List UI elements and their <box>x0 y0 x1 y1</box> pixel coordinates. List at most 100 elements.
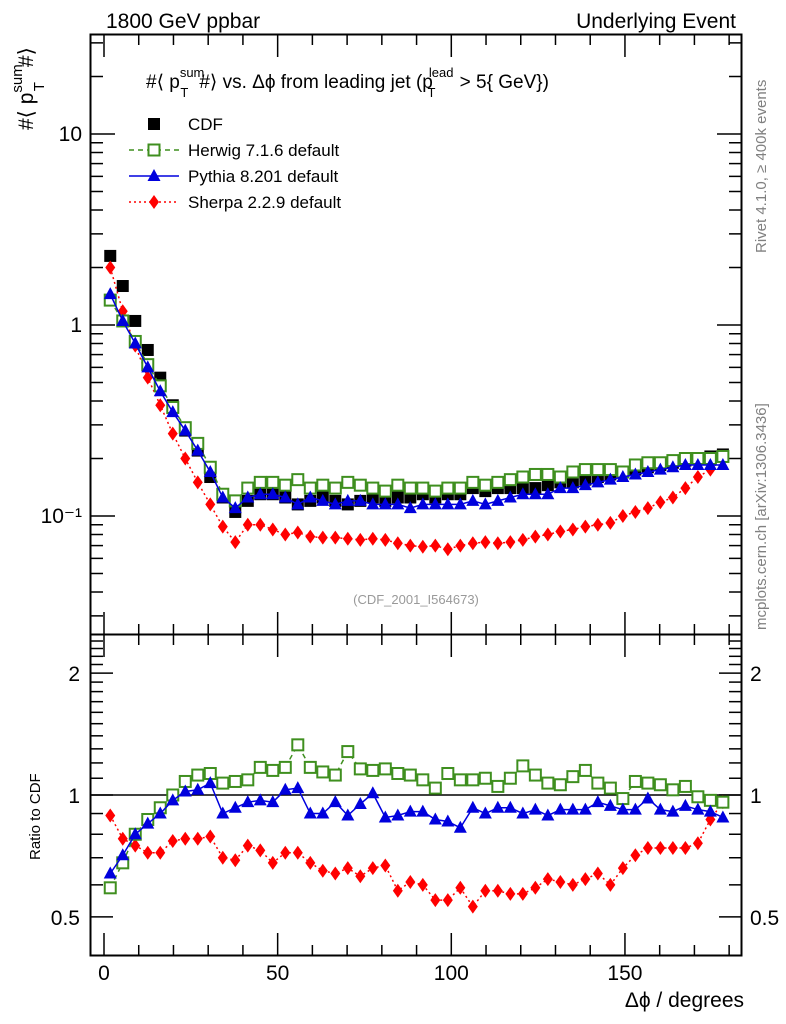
data-point-sherpa-2-2-9-default <box>142 370 153 385</box>
data-point-sherpa-2-2-9-default <box>580 519 591 534</box>
data-point-herwig-7-1-6-default <box>278 760 292 774</box>
data-point-herwig-7-1-6-default <box>453 481 467 495</box>
title-post: > 5{ GeV}) <box>454 72 549 93</box>
data-point-sherpa-2-2-9-default <box>642 501 653 516</box>
data-point-herwig-7-1-6-default <box>228 774 242 788</box>
data-point-pythia-8-201-default <box>278 782 292 795</box>
data-point-pythia-8-201-default <box>353 797 367 810</box>
data-point-pythia-8-201-default <box>528 802 542 815</box>
data-point-sherpa-2-2-9-default <box>517 532 528 547</box>
data-point-pythia-8-201-default <box>128 827 142 840</box>
data-point-sherpa-2-2-9-default <box>655 840 666 855</box>
data-point-pythia-8-201-default <box>666 460 680 473</box>
data-point-herwig-7-1-6-default <box>566 465 580 479</box>
data-point-pythia-8-201-default <box>316 493 330 506</box>
data-point-pythia-8-201-default <box>578 802 592 815</box>
data-point-herwig-7-1-6-default <box>216 776 230 790</box>
data-point-pythia-8-201-default <box>591 795 605 808</box>
data-point-cdf <box>116 280 129 293</box>
x-tick-label: 50 <box>266 962 289 985</box>
data-point-herwig-7-1-6-default <box>366 763 380 777</box>
legend-marker-herwig-7-1-6-default <box>147 143 161 157</box>
data-point-herwig-7-1-6-default <box>191 768 205 782</box>
data-point-pythia-8-201-default <box>316 806 330 819</box>
data-point-sherpa-2-2-9-default <box>330 530 341 545</box>
data-point-sherpa-2-2-9-default <box>617 509 628 523</box>
data-point-pythia-8-201-default <box>366 786 380 799</box>
data-point-pythia-8-201-default <box>553 802 567 815</box>
ylabel-sup: sum <box>9 64 26 92</box>
data-point-herwig-7-1-6-default <box>278 478 292 492</box>
main-series <box>103 249 730 557</box>
data-point-herwig-7-1-6-default <box>303 760 317 774</box>
data-point-pythia-8-201-default <box>191 443 205 456</box>
data-point-pythia-8-201-default <box>503 800 517 813</box>
data-point-sherpa-2-2-9-default <box>417 877 428 892</box>
main-y-tick-label: 10⁻¹ <box>41 505 82 528</box>
data-point-sherpa-2-2-9-default <box>280 845 291 860</box>
data-point-pythia-8-201-default <box>291 497 305 510</box>
data-point-pythia-8-201-default <box>153 806 167 819</box>
data-point-sherpa-2-2-9-default <box>192 831 203 846</box>
data-point-herwig-7-1-6-default <box>466 773 480 787</box>
data-point-pythia-8-201-default <box>516 806 530 819</box>
data-point-sherpa-2-2-9-default <box>567 522 578 537</box>
data-point-herwig-7-1-6-default <box>541 467 555 481</box>
data-point-sherpa-2-2-9-default <box>267 522 278 537</box>
data-point-pythia-8-201-default <box>516 487 530 500</box>
ratio-y-tick-label-right: 0.5 <box>750 907 779 930</box>
main-axis-ticks: 10 1 10⁻¹ <box>41 35 741 634</box>
data-point-pythia-8-201-default <box>566 802 580 815</box>
data-point-herwig-7-1-6-default <box>491 779 505 793</box>
data-point-pythia-8-201-default <box>203 776 217 789</box>
data-point-pythia-8-201-default <box>378 497 392 510</box>
data-point-pythia-8-201-default <box>641 791 655 804</box>
data-point-pythia-8-201-default <box>303 806 317 819</box>
data-point-sherpa-2-2-9-default <box>442 542 453 557</box>
data-point-sherpa-2-2-9-default <box>167 833 178 848</box>
data-point-pythia-8-201-default <box>491 800 505 813</box>
data-point-pythia-8-201-default <box>241 795 255 808</box>
data-point-herwig-7-1-6-default <box>316 478 330 492</box>
data-point-sherpa-2-2-9-default <box>517 886 528 901</box>
plot-title: #⟨ psum T #⟩ vs. Δϕ from leading jet (plea… <box>146 65 549 100</box>
data-point-sherpa-2-2-9-default <box>467 899 478 914</box>
data-point-sherpa-2-2-9-default <box>392 883 403 898</box>
data-point-pythia-8-201-default <box>566 481 580 494</box>
data-point-pythia-8-201-default <box>553 481 567 494</box>
data-point-herwig-7-1-6-default <box>641 776 655 790</box>
data-point-sherpa-2-2-9-default <box>492 883 503 898</box>
data-point-herwig-7-1-6-default <box>253 760 267 774</box>
data-point-sherpa-2-2-9-default <box>592 517 603 532</box>
data-point-herwig-7-1-6-default <box>391 767 405 781</box>
data-point-sherpa-2-2-9-default <box>292 845 303 860</box>
data-point-pythia-8-201-default <box>703 457 717 470</box>
data-point-pythia-8-201-default <box>466 493 480 506</box>
data-point-pythia-8-201-default <box>716 457 730 470</box>
legend-marker-sherpa-2-2-9-default <box>149 195 159 209</box>
data-point-pythia-8-201-default <box>266 487 280 500</box>
main-y-tick-label: 10 <box>59 123 82 146</box>
ylabel-post: #⟩ <box>15 47 38 67</box>
data-point-herwig-7-1-6-default <box>528 768 542 782</box>
x-tick-label: 100 <box>434 962 469 985</box>
data-point-sherpa-2-2-9-default <box>205 497 216 512</box>
data-point-sherpa-2-2-9-default <box>692 836 703 851</box>
data-point-sherpa-2-2-9-default <box>367 531 378 546</box>
data-point-herwig-7-1-6-default <box>578 463 592 477</box>
data-point-pythia-8-201-default <box>716 810 730 823</box>
data-point-sherpa-2-2-9-default <box>305 855 316 870</box>
data-point-pythia-8-201-default <box>216 806 230 819</box>
data-point-sherpa-2-2-9-default <box>392 536 403 551</box>
data-point-herwig-7-1-6-default <box>503 771 517 785</box>
data-point-pythia-8-201-default <box>541 487 555 500</box>
data-point-sherpa-2-2-9-default <box>317 863 328 878</box>
main-y-label: #⟨ psum T #⟩ <box>9 47 48 130</box>
series-line-pythia-8-201-default <box>109 782 724 874</box>
data-point-pythia-8-201-default <box>341 808 355 821</box>
data-point-sherpa-2-2-9-default <box>105 260 116 275</box>
title-sub2: T <box>427 85 435 100</box>
data-point-herwig-7-1-6-default <box>328 481 342 495</box>
data-point-pythia-8-201-default <box>128 336 142 349</box>
x-tick-label: 150 <box>607 962 642 985</box>
